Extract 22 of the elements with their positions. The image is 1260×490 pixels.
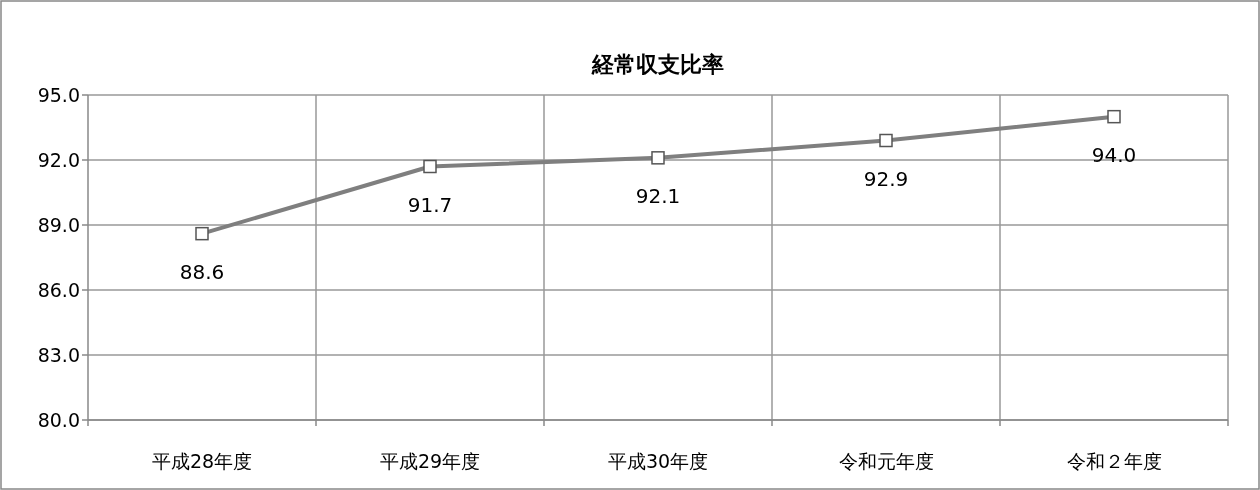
y-tick-label: 83.0 xyxy=(37,344,80,366)
point xyxy=(1107,109,1121,124)
chart-title: 経常収支比率 xyxy=(591,52,724,77)
data-label: 92.1 xyxy=(635,183,681,208)
data-label: 92.9 xyxy=(863,166,909,191)
y-tick-label: 89.0 xyxy=(37,214,80,236)
x-tick-label: 平成29年度 xyxy=(379,450,481,472)
data-label: 94.0 xyxy=(1091,142,1137,167)
point xyxy=(195,226,209,241)
x-tick-label: 令和元年度 xyxy=(838,450,934,472)
data-label: 91.7 xyxy=(407,192,453,217)
y-tick-label: 95.0 xyxy=(37,84,80,106)
x-tick-label: 平成30年度 xyxy=(607,450,709,472)
y-tick-label: 86.0 xyxy=(37,279,80,301)
x-tick-label: 令和２年度 xyxy=(1066,450,1162,472)
point xyxy=(879,133,893,148)
y-tick-label: 92.0 xyxy=(37,149,80,171)
y-tick-label: 80.0 xyxy=(37,409,80,431)
data-label: 88.6 xyxy=(179,259,225,284)
x-tick-label: 平成28年度 xyxy=(151,450,253,472)
point xyxy=(651,151,665,165)
point xyxy=(423,159,437,174)
